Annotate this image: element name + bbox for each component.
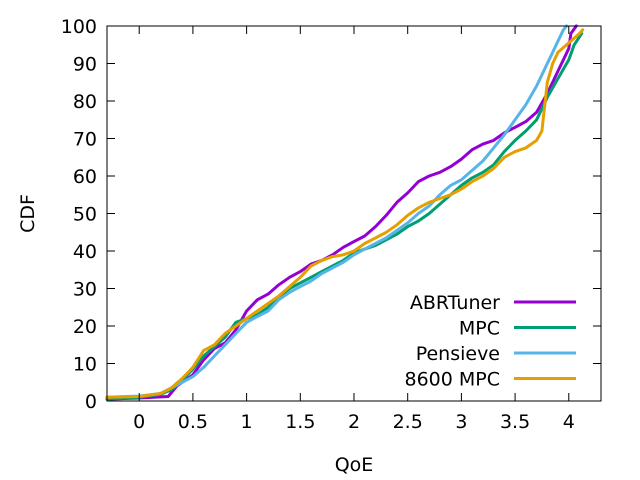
x-tick-label: 4 bbox=[563, 411, 575, 433]
y-tick-label: 30 bbox=[73, 279, 97, 301]
legend-label: 8600 MPC bbox=[404, 369, 500, 391]
y-tick-label: 80 bbox=[73, 91, 97, 113]
y-tick-label: 40 bbox=[73, 241, 97, 263]
x-axis-title: QoE bbox=[335, 454, 374, 476]
x-axis: 0 0.5 1 1.5 2 2.5 3 3.5 4 bbox=[133, 26, 575, 433]
y-axis: 0 10 20 30 40 50 60 70 80 90 100 bbox=[61, 16, 601, 413]
y-tick-label: 100 bbox=[61, 16, 97, 38]
x-tick-label: 0.5 bbox=[178, 411, 208, 433]
series-line-mpc bbox=[105, 32, 584, 401]
y-tick-label: 60 bbox=[73, 166, 97, 188]
plot-lines bbox=[105, 24, 585, 401]
legend-label: ABRTuner bbox=[410, 292, 500, 314]
series-line-8600-mpc bbox=[105, 28, 585, 399]
plot-frame bbox=[106, 25, 602, 402]
x-tick-label: 1 bbox=[241, 411, 253, 433]
x-tick-label: 3.5 bbox=[500, 411, 530, 433]
y-tick-label: 50 bbox=[73, 204, 97, 226]
legend-label: MPC bbox=[459, 318, 500, 340]
x-tick-label: 0 bbox=[133, 411, 145, 433]
y-tick-label: 10 bbox=[73, 354, 97, 376]
y-tick-label: 90 bbox=[73, 54, 97, 76]
y-axis-title: CDF bbox=[17, 194, 39, 233]
x-tick-label: 2 bbox=[348, 411, 360, 433]
x-tick-label: 3 bbox=[455, 411, 467, 433]
x-tick-label: 2.5 bbox=[393, 411, 423, 433]
y-tick-label: 20 bbox=[73, 316, 97, 338]
series-line-abrtuner bbox=[105, 24, 578, 401]
series-line-pensieve bbox=[105, 24, 569, 399]
legend-label: Pensieve bbox=[416, 343, 500, 365]
x-tick-label: 1.5 bbox=[285, 411, 315, 433]
legend: ABRTuner MPC Pensieve 8600 MPC bbox=[404, 292, 576, 391]
y-tick-label: 70 bbox=[73, 129, 97, 151]
y-tick-label: 0 bbox=[85, 391, 97, 413]
